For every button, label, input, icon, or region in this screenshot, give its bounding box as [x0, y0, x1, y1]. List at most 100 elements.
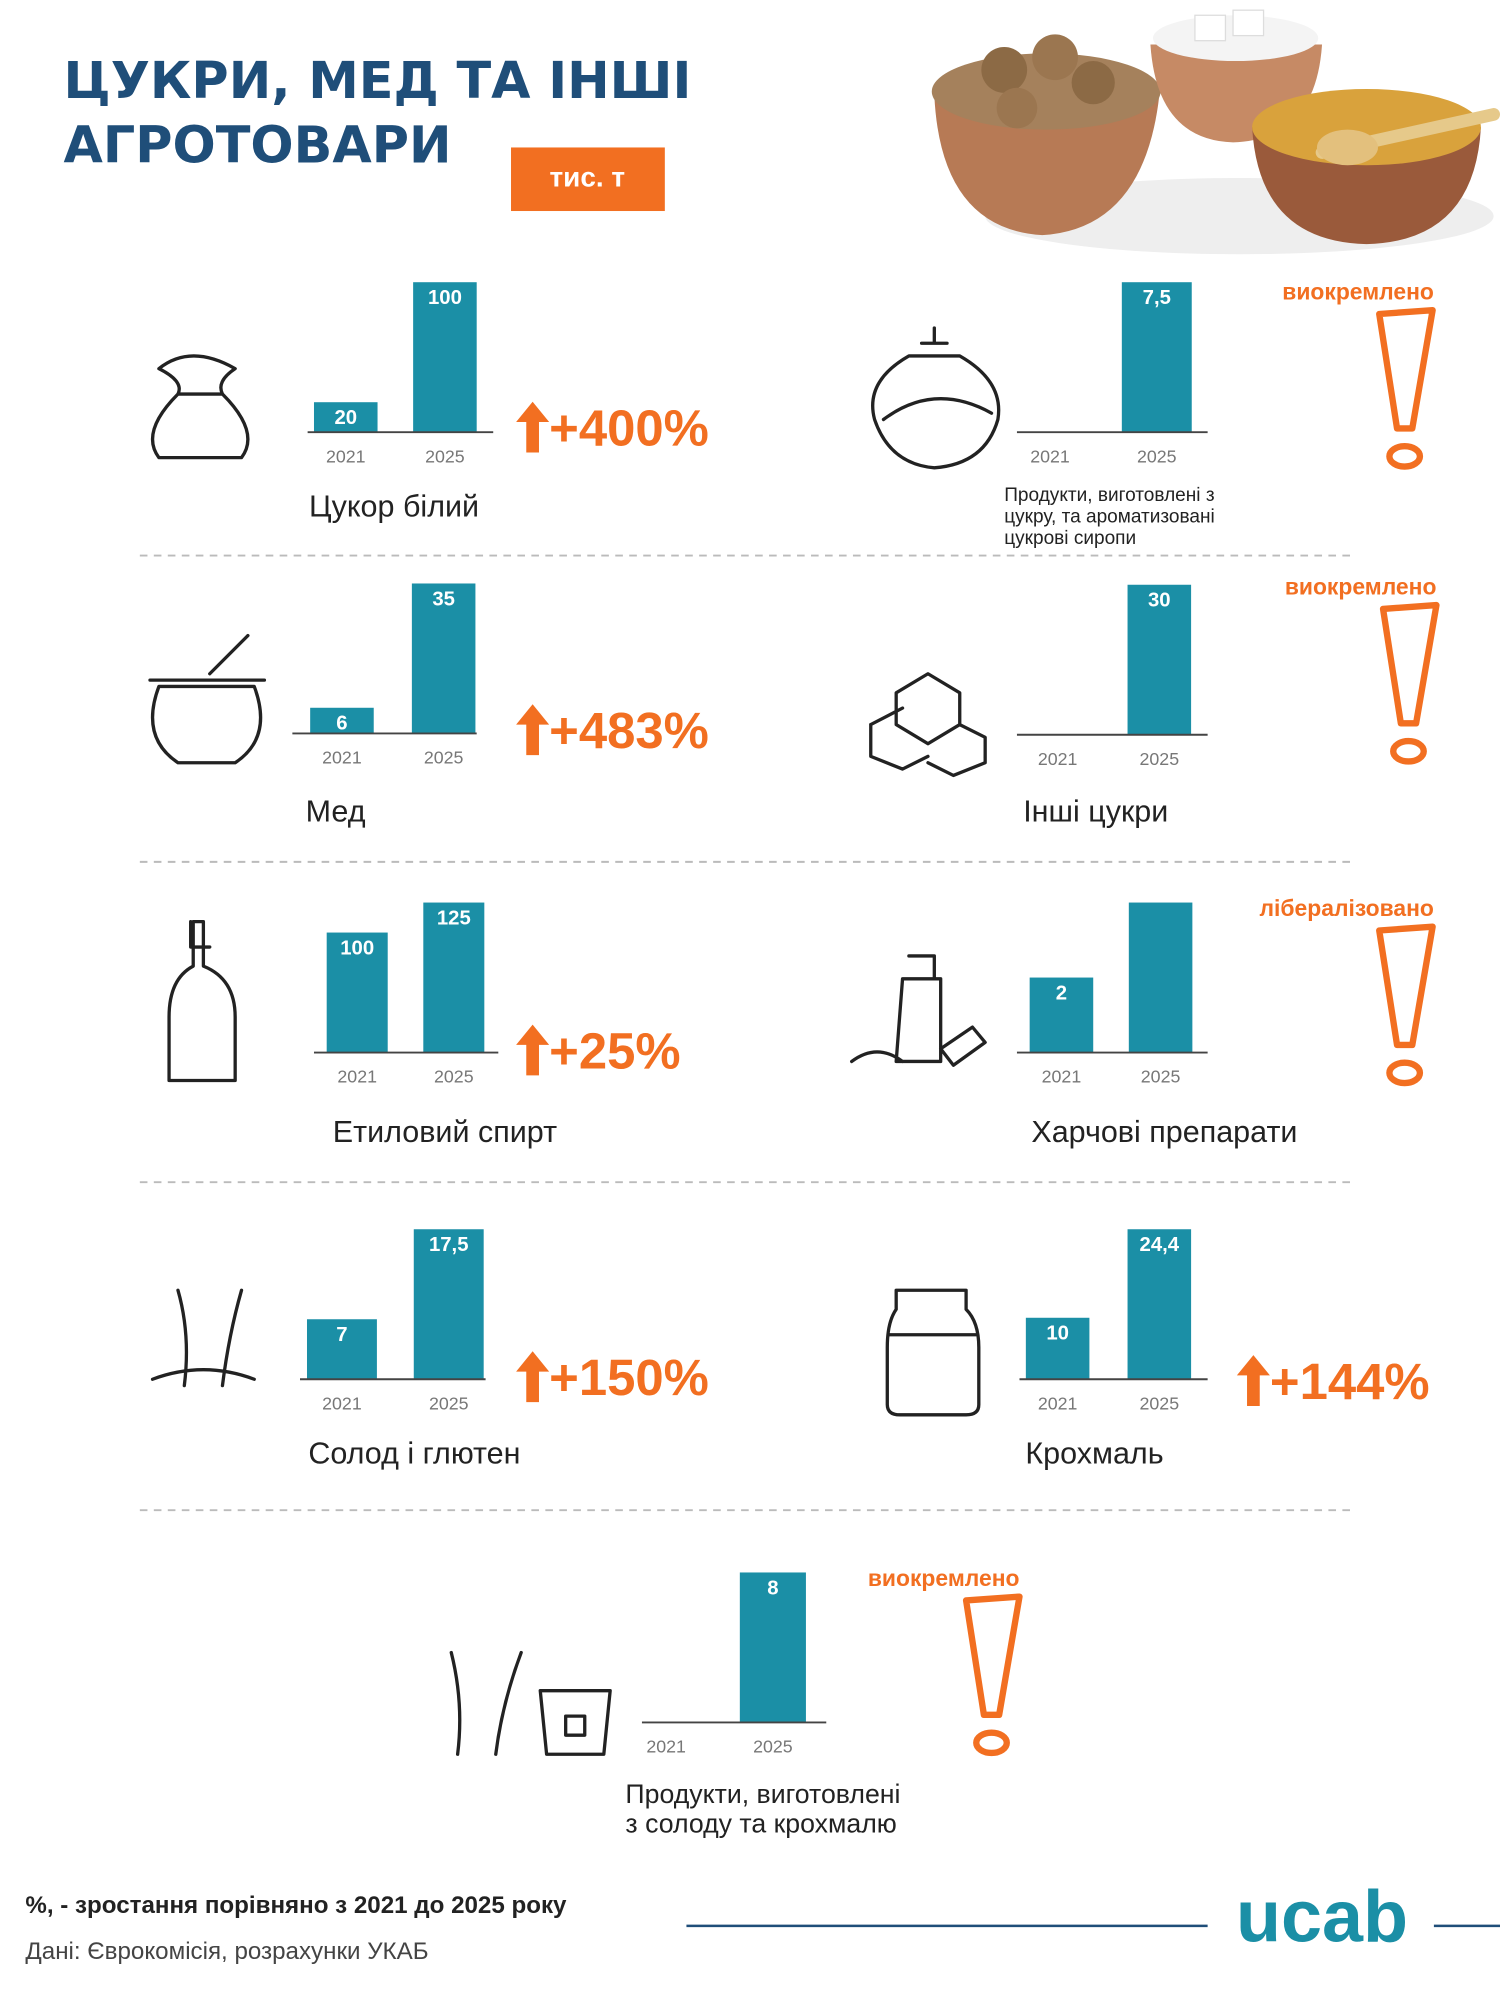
bar: [411, 583, 476, 734]
year-label: 2021: [1038, 1393, 1078, 1413]
exclamation-dot: [1386, 443, 1424, 470]
up-arrow: [516, 1024, 550, 1076]
bar: [413, 282, 477, 433]
bar: [313, 402, 378, 433]
chart-name: Продукти, виготовлені: [625, 1779, 900, 1809]
bar: [1127, 584, 1192, 735]
value-label: 7: [336, 1324, 347, 1346]
value-label: 6: [336, 713, 347, 735]
exclamation: [1379, 601, 1440, 727]
unit-label: тис. т: [549, 162, 625, 193]
status-label: виокремлено: [1285, 574, 1437, 600]
chart-name: Харчові препарати: [1031, 1115, 1297, 1149]
title-line: ЦУКРИ, МЕД ТА ІНШІ: [64, 51, 692, 110]
exclamation: [1376, 307, 1436, 432]
bar: [326, 932, 388, 1053]
year-label: 2021: [1038, 749, 1078, 769]
year-label: 2025: [1140, 749, 1180, 769]
status-label: виокремлено: [868, 1565, 1020, 1591]
value-label: 10: [1046, 1323, 1069, 1345]
chart-name: Продукти, виготовлені з: [1004, 485, 1215, 506]
chart-name: Мед: [306, 795, 366, 829]
value-label: 17,5: [429, 1234, 469, 1256]
bar: [739, 1572, 806, 1723]
change-label: +400%: [549, 400, 709, 457]
year-label: 2025: [1140, 1393, 1180, 1413]
bar: [1025, 1317, 1090, 1380]
unit-badge: [511, 147, 665, 212]
year-label: 2021: [322, 1393, 362, 1413]
charts: 2021 20 2025 100 +400% Цукор білий 2021 2025 7,5…: [292, 279, 1440, 1838]
year-label: 2025: [434, 1067, 474, 1087]
icon-malt-glass: [449, 1650, 612, 1756]
change-label: +25%: [549, 1023, 680, 1080]
year-label: 2025: [1137, 446, 1177, 466]
value-label: 100: [428, 287, 462, 309]
chart-name: цукрові сиропи: [1004, 528, 1136, 549]
year-label: 2021: [1030, 446, 1070, 466]
source: Дані: Єврокомісія, розрахунки УКАБ: [25, 1938, 428, 1965]
value-label: 20: [334, 407, 357, 429]
bar: [423, 902, 485, 1053]
up-arrow: [516, 704, 550, 756]
up-arrow: [1236, 1355, 1270, 1406]
icon-sack: [150, 354, 250, 460]
bar: [1127, 1229, 1192, 1380]
chart-name: Інші цукри: [1023, 795, 1168, 829]
chart-name: Солод і глютен: [308, 1437, 520, 1471]
exclamation-dot: [1390, 737, 1427, 765]
icon-honey-pot: [148, 633, 267, 765]
value-label: 2: [1056, 982, 1067, 1004]
exclamation: [962, 1593, 1023, 1719]
chart-name: Цукор білий: [309, 490, 479, 524]
value-label: 24,4: [1140, 1234, 1180, 1256]
up-arrow: [516, 401, 550, 453]
icon-jar: [871, 326, 1001, 470]
year-label: 2021: [326, 446, 366, 466]
year-label: 2025: [425, 446, 465, 466]
chart-name: цукру, та ароматизовані: [1004, 506, 1215, 527]
year-label: 2025: [424, 748, 464, 768]
icon-cubes: [869, 672, 987, 778]
status-label: виокремлено: [1282, 279, 1434, 305]
chart-name: з солоду та крохмалю: [625, 1808, 896, 1838]
header-photo: [931, 9, 1500, 255]
value-label: 8: [767, 1577, 778, 1599]
up-arrow: [516, 1351, 550, 1403]
icons: [148, 326, 1001, 1756]
chart-name: Крохмаль: [1025, 1437, 1163, 1471]
exclamation-dot: [973, 1729, 1010, 1757]
year-label: 2025: [1141, 1067, 1181, 1087]
icon-medicine: [850, 954, 987, 1067]
bar: [413, 1229, 484, 1380]
year-label: 2021: [337, 1067, 377, 1087]
bar: [1121, 282, 1192, 433]
bar: [306, 1319, 377, 1380]
change-label: +483%: [549, 702, 709, 759]
icon-starch-jar: [885, 1288, 981, 1417]
title-line: АГРОТОВАРИ: [64, 116, 452, 175]
bar: [1128, 902, 1193, 1053]
exclamation: [1376, 923, 1436, 1049]
chart-name: Етиловий спирт: [333, 1115, 557, 1149]
icon-bottle: [167, 919, 237, 1083]
bar: [1029, 977, 1094, 1053]
value-label: 125: [437, 907, 471, 929]
value-label: 35: [432, 588, 455, 610]
change-label: +150%: [549, 1349, 709, 1406]
value-label: 30: [1148, 590, 1171, 612]
exclamation-dot: [1386, 1059, 1424, 1087]
year-label: 2025: [753, 1737, 793, 1757]
year-label: 2025: [429, 1393, 469, 1413]
bar: [310, 707, 374, 734]
footnote: %, - зростання порівняно з 2021 до 2025 …: [25, 1892, 567, 1919]
separators: [139, 554, 1352, 1512]
value-label: 100: [340, 937, 374, 959]
change-label: +144%: [1270, 1353, 1430, 1410]
icon-wheat: [150, 1288, 256, 1388]
status-label: лібералізовано: [1260, 895, 1434, 921]
logo: ucab: [1236, 1875, 1408, 1958]
year-label: 2021: [1042, 1067, 1082, 1087]
